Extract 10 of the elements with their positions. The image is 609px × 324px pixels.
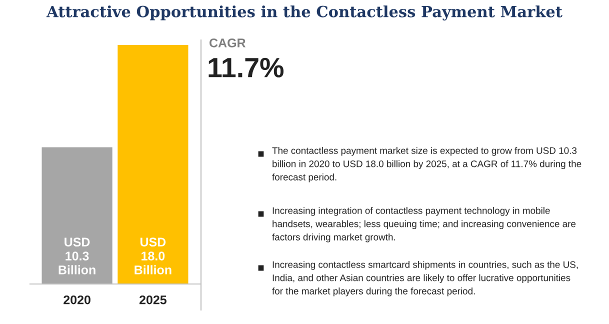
- text: CAGR: [210, 38, 246, 48]
- x-tick-label: 2020: [64, 295, 90, 304]
- text: Increasing integration of contactless payment technology in mobile handsets, wearables; less queuing time; and increasing convenience are factors driving market growth.: [272, 207, 576, 242]
- data-label: USD 18.0 Billion: [134, 238, 172, 274]
- text: Attractive Opportunities in the Contactless Payment Market: [46, 6, 562, 20]
- text: The contactless payment market size is expected to grow from USD 10.3 billion in 2020 to USD 18.0 billion by 2025, at a CAGR of 11.7% during the forecast period.: [272, 147, 582, 182]
- data-label: USD 10.3 Billion: [58, 238, 96, 274]
- text: 11.7%: [208, 58, 284, 78]
- x-tick-label: 2025: [139, 295, 167, 304]
- text: Increasing contactless smartcard shipments in countries, such as the US, India, and other Asian countries are likely to offer lucrative opportunities for the market players during the forecast period.: [272, 261, 578, 296]
